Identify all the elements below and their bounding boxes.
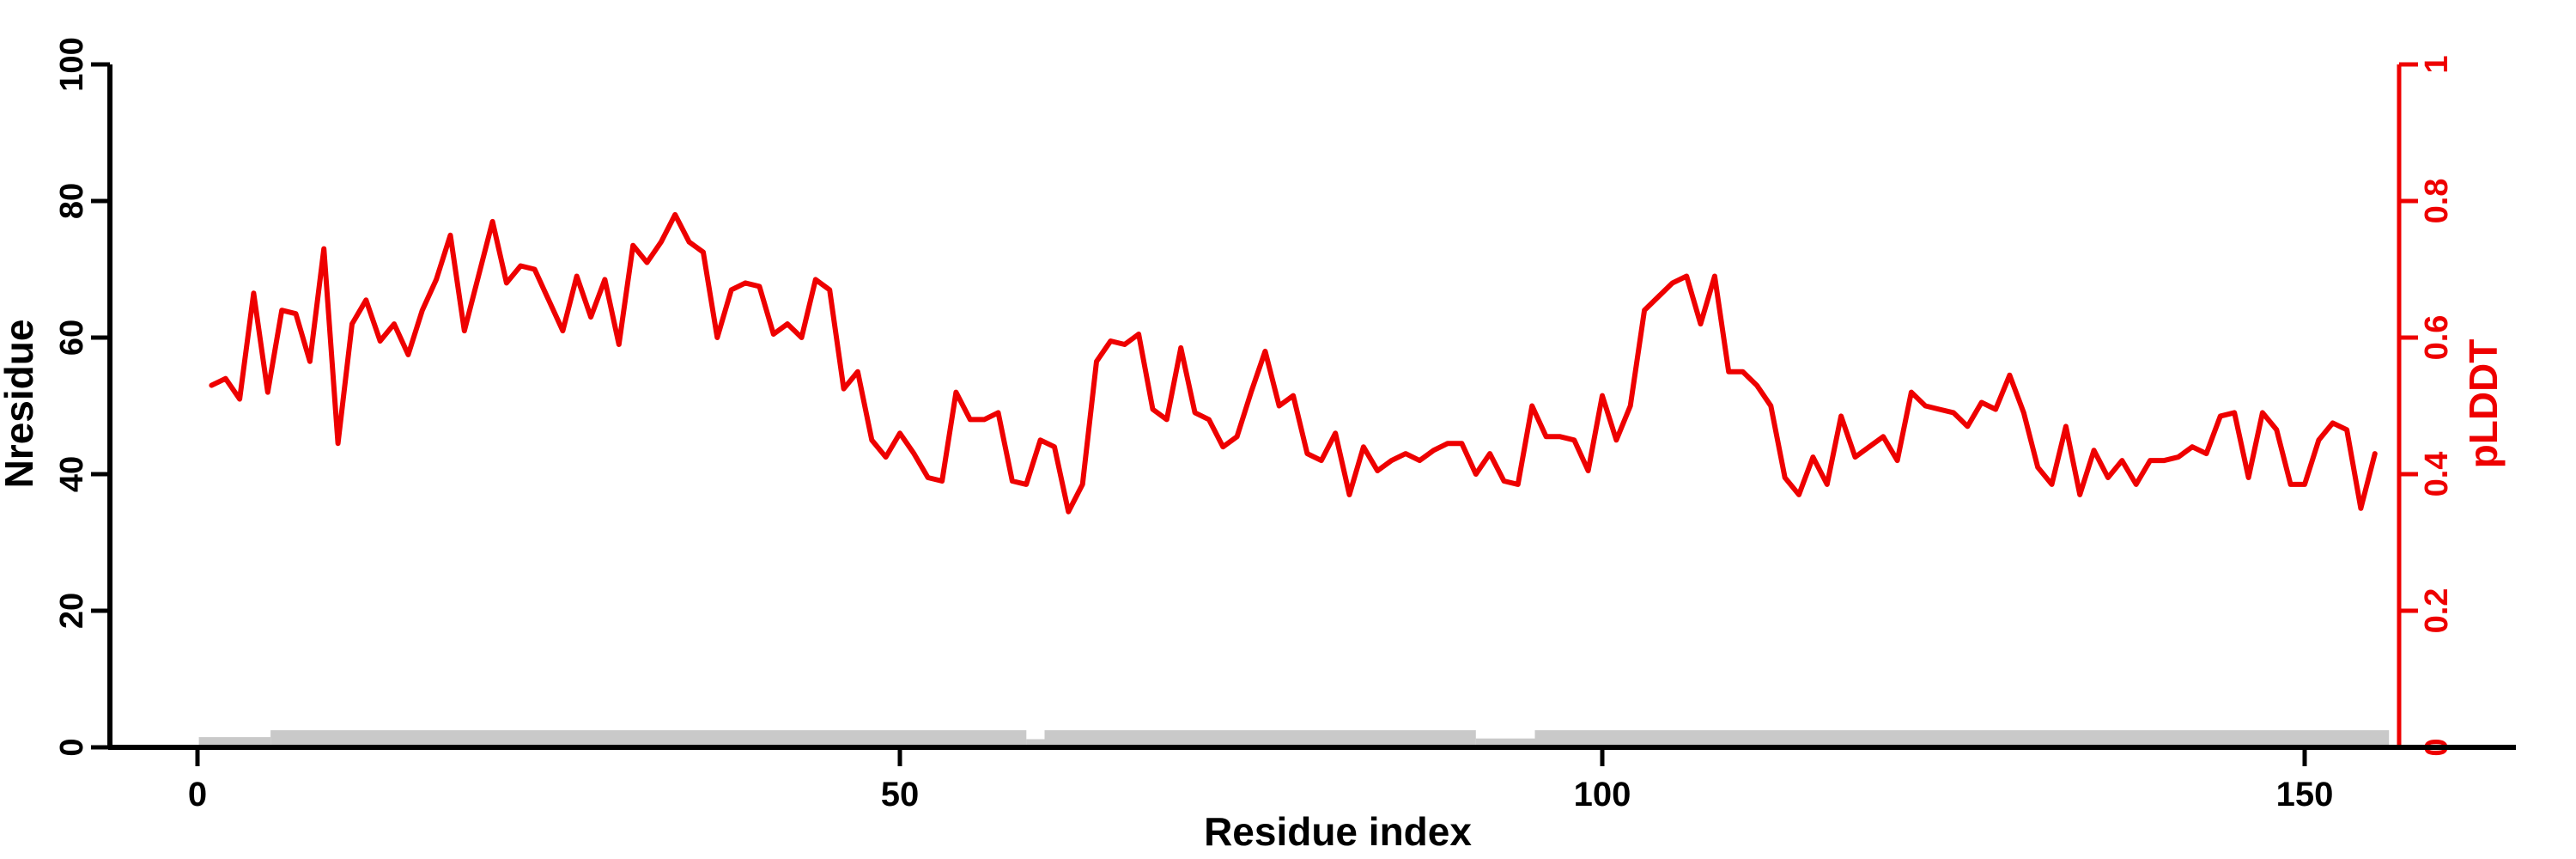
plddt-line bbox=[209, 211, 2378, 515]
bottom-axis-tick-label: 0 bbox=[188, 776, 207, 813]
left-axis-tick-label: 40 bbox=[54, 456, 90, 492]
bottom-axis-tick-label: 50 bbox=[881, 776, 920, 813]
axis-left: 0 20 40 60 80 100 bbox=[54, 37, 112, 757]
right-axis-tick-label: 0.8 bbox=[2419, 179, 2455, 224]
band-segment bbox=[1475, 738, 1535, 747]
bottom-axis-title: Residue index bbox=[1204, 809, 1472, 854]
right-axis-tick-label: 0.2 bbox=[2419, 588, 2455, 634]
band-segment bbox=[1534, 730, 2390, 747]
bottom-axis-tick-label: 150 bbox=[2276, 776, 2334, 813]
axis-bottom: 0 50 100 150 bbox=[108, 745, 2516, 813]
bottom-axis-tick-label: 100 bbox=[1574, 776, 1631, 813]
left-axis-tick-label: 80 bbox=[54, 183, 90, 219]
right-axis-title: pLDDT bbox=[2461, 339, 2506, 469]
right-axis-tick-label: 0.6 bbox=[2419, 315, 2455, 361]
axis-right: 00.20.40.60.81 bbox=[2397, 55, 2455, 757]
right-axis-tick-label: 0.4 bbox=[2419, 452, 2455, 497]
band-segment bbox=[270, 730, 1027, 747]
left-axis-tick-label: 60 bbox=[54, 320, 90, 356]
left-axis-tick-label: 0 bbox=[54, 738, 90, 756]
band-segment bbox=[1044, 730, 1476, 747]
band-segment bbox=[198, 737, 270, 747]
band-layer bbox=[198, 730, 2390, 747]
left-axis-tick-label: 20 bbox=[54, 593, 90, 629]
plddt-line-layer bbox=[209, 211, 2378, 515]
right-axis-tick-label: 1 bbox=[2419, 55, 2455, 73]
left-axis-title: Nresidue bbox=[0, 320, 41, 489]
band-segment bbox=[1026, 739, 1045, 747]
left-axis-tick-label: 100 bbox=[54, 37, 90, 91]
